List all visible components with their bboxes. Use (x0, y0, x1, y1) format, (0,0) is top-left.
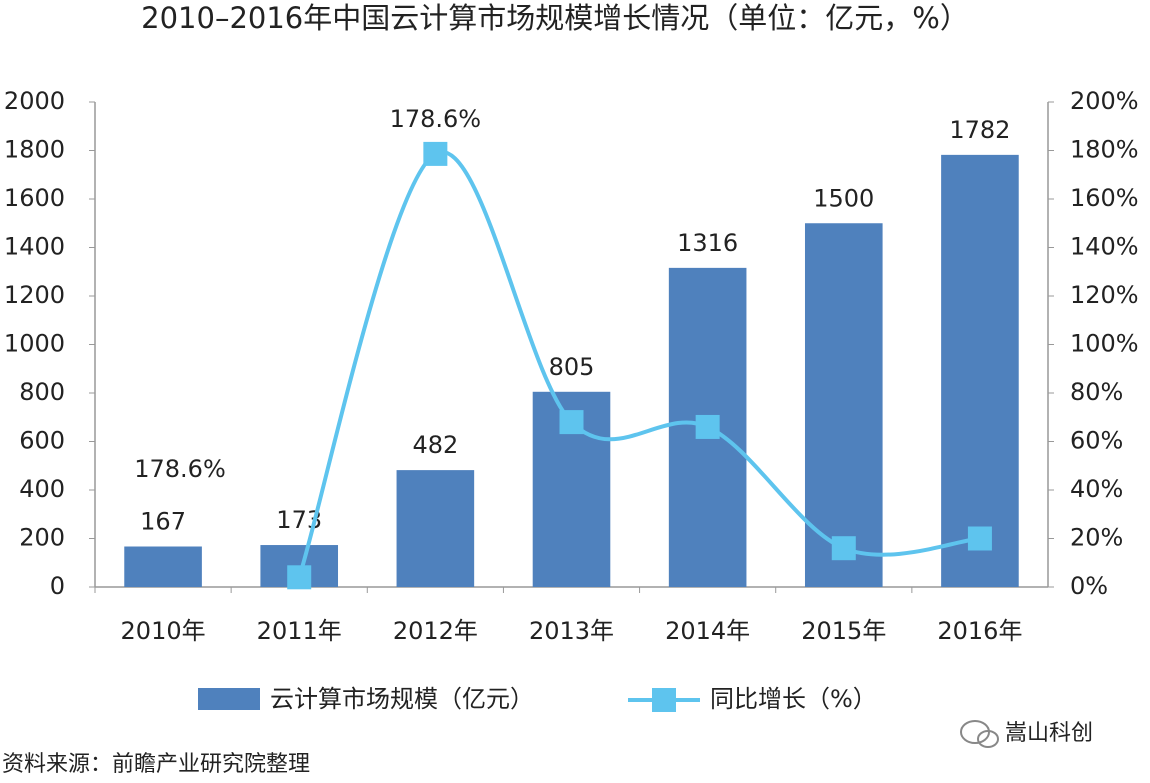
y2-tick-label: 180% (1070, 136, 1139, 164)
annotation: 178.6% (134, 455, 226, 483)
y2-tick-label: 120% (1070, 281, 1139, 309)
bar-label: 167 (140, 508, 186, 536)
legend-label: 云计算市场规模（亿元） (270, 685, 534, 713)
bar (941, 154, 1019, 588)
y2-tick-label: 200% (1070, 87, 1139, 115)
bar (804, 223, 883, 587)
x-tick-label: 2011年 (257, 617, 342, 645)
watermark: 嵩山科创 (1005, 721, 1093, 746)
y-tick-label: 2000 (4, 87, 65, 115)
bar-label: 1782 (949, 116, 1010, 144)
source: 资料来源：前瞻产业研究院整理 (2, 752, 310, 777)
x-tick-label: 2013年 (529, 617, 614, 645)
chart-title: 2010–2016年中国云计算市场规模增长情况（单位：亿元，%） (141, 1, 969, 35)
y2-tick-label: 140% (1070, 233, 1139, 261)
bar-label: 1500 (813, 184, 874, 212)
y2-tick-label: 160% (1070, 184, 1139, 212)
y2-tick-label: 20% (1070, 524, 1123, 552)
y-tick-label: 200 (19, 524, 65, 552)
y2-tick-label: 0% (1070, 572, 1108, 600)
line-marker (559, 410, 584, 435)
legend-label: 同比增长（%） (710, 685, 877, 713)
line-marker (695, 414, 720, 439)
y2-tick-label: 80% (1070, 378, 1123, 406)
legend-swatch (198, 688, 260, 710)
x-tick-label: 2012年 (393, 617, 478, 645)
y-tick-label: 400 (19, 475, 65, 503)
x-tick-label: 2015年 (801, 617, 886, 645)
y-tick-label: 600 (19, 427, 65, 455)
y-tick-label: 1200 (4, 281, 65, 309)
bar (124, 546, 202, 587)
line-marker (967, 526, 992, 551)
legend-swatch (652, 688, 676, 712)
bar-label: 1316 (677, 229, 738, 257)
y-tick-label: 1600 (4, 184, 65, 212)
line-marker (423, 141, 448, 166)
y-tick-label: 1000 (4, 330, 65, 358)
y2-tick-label: 100% (1070, 330, 1139, 358)
y2-tick-label: 40% (1070, 475, 1123, 503)
y-tick-label: 1800 (4, 136, 65, 164)
x-tick-label: 2010年 (121, 617, 206, 645)
x-tick-label: 2014年 (665, 617, 750, 645)
line-marker (287, 565, 312, 590)
bar-label: 805 (549, 353, 595, 381)
line-label: 178.6% (390, 105, 482, 133)
line-marker (831, 536, 856, 561)
watermark-icon (960, 720, 999, 748)
bar (396, 470, 475, 587)
bar-label: 482 (412, 431, 458, 459)
y-tick-label: 1400 (4, 233, 65, 261)
x-tick-label: 2016年 (937, 617, 1022, 645)
y-tick-label: 0 (50, 572, 65, 600)
y-tick-label: 800 (19, 378, 65, 406)
y2-tick-label: 60% (1070, 427, 1123, 455)
